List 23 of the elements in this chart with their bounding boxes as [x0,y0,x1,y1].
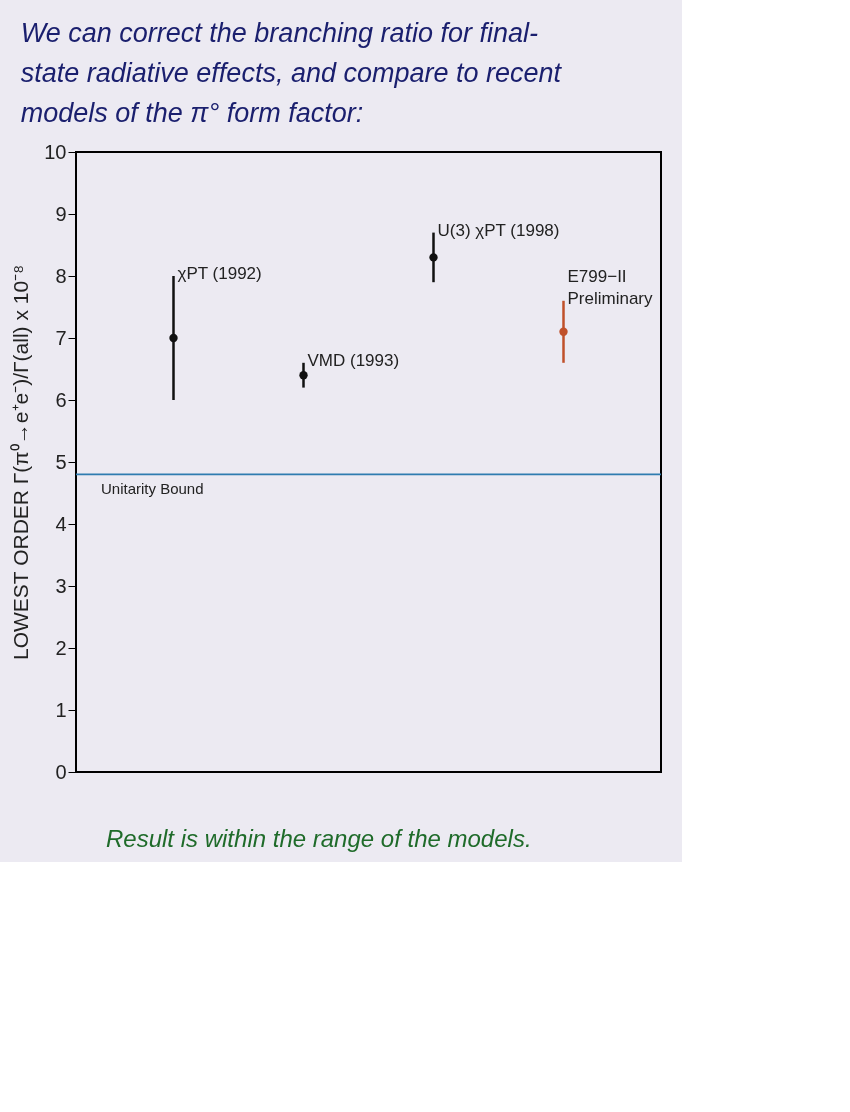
annotation: χPT (1992) [177,264,262,283]
y-tick-label: 7 [55,326,67,349]
point [559,327,568,336]
y-tick-label: 9 [55,202,67,225]
ref-line-label: Unitarity Bound [101,480,204,498]
point [169,333,178,343]
chart-title: We can correct the branching ratio for final-state radiative effects, and compare to recent models of the π° form factor: [20,18,563,128]
y-tick-label: 8 [55,264,67,287]
y-tick-label: 6 [55,388,67,411]
annotation: E799−II Preliminary [567,266,654,308]
text: Result is within the range of the models. [106,825,532,852]
point [429,253,438,262]
y-tick-label: 1 [55,698,67,721]
point [299,371,308,380]
y-tick-label: 0 [55,760,67,783]
annotation: VMD (1993) [307,350,400,370]
y-tick-label: 5 [55,450,67,473]
y-axis-title: LOWEST ORDER Γ(π⁰→e⁺e⁻)/Γ(all) x 10⁻⁸ [9,265,33,660]
y-tick-label: 10 [44,140,67,163]
y-tick-label: 2 [55,636,67,659]
y-tick-label: 3 [55,574,67,597]
annotation: U(3) χPT (1998) [437,220,560,240]
y-tick-label: 4 [55,512,67,535]
